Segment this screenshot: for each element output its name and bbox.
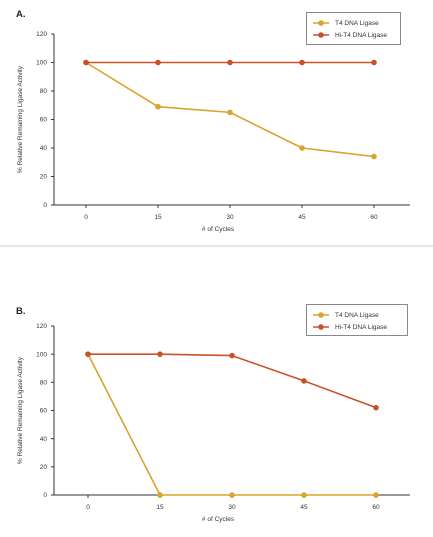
y-tick-label: 0 bbox=[43, 492, 47, 499]
data-point-t4-dna-ligase bbox=[373, 492, 379, 498]
y-axis-label: % Relative Remaining Ligase Activity bbox=[17, 356, 24, 464]
data-point-hi-t4-dna-ligase bbox=[299, 59, 305, 66]
data-point-hi-t4-dna-ligase bbox=[155, 59, 161, 66]
x-axis-label: # of Cycles bbox=[202, 516, 235, 523]
data-point-hi-t4-dna-ligase bbox=[229, 352, 235, 359]
data-point-hi-t4-dna-ligase bbox=[85, 351, 91, 357]
legend-label: Hi-T4 DNA Ligase bbox=[335, 323, 388, 331]
y-tick-label: 120 bbox=[36, 323, 47, 330]
y-tick-label: 0 bbox=[43, 202, 47, 209]
legend-marker-icon bbox=[313, 324, 329, 330]
legend-label: T4 DNA Ligase bbox=[335, 311, 379, 319]
y-tick-label: 80 bbox=[40, 380, 48, 387]
y-tick-label: 100 bbox=[36, 351, 47, 358]
y-tick-label: 20 bbox=[40, 174, 48, 181]
x-tick-label: 0 bbox=[84, 214, 88, 221]
x-tick-label: 30 bbox=[226, 214, 234, 221]
data-point-hi-t4-dna-ligase bbox=[301, 378, 307, 384]
y-tick-label: 60 bbox=[40, 117, 48, 124]
data-point-t4-dna-ligase bbox=[157, 492, 163, 498]
data-point-t4-dna-ligase bbox=[155, 103, 161, 110]
data-point-t4-dna-ligase bbox=[299, 145, 305, 151]
x-tick-label: 60 bbox=[372, 504, 380, 511]
line-chart: 0 20 40 60 80 100 120 0 15 30 45 60 # of Cycles % Rel… bbox=[17, 323, 410, 523]
y-tick-label: 100 bbox=[36, 60, 47, 67]
legend-item-hi-t4: Hi-T4 DNA Ligase bbox=[313, 29, 392, 41]
data-point-t4-dna-ligase bbox=[229, 492, 235, 498]
data-point-hi-t4-dna-ligase bbox=[373, 404, 379, 411]
panel-divider bbox=[0, 245, 433, 247]
y-tick-label: 40 bbox=[40, 145, 48, 152]
legend-marker-icon bbox=[313, 32, 329, 38]
data-point-t4-dna-ligase bbox=[227, 109, 233, 116]
chart-panel-a: A. 0 20 40 60 80 100 120 0 15 30 45 60 # of Cycles % … bbox=[0, 0, 433, 240]
x-tick-label: 15 bbox=[154, 214, 162, 221]
legend-marker-icon bbox=[313, 312, 329, 318]
y-tick-label: 80 bbox=[40, 88, 48, 95]
panel-label: A. bbox=[16, 9, 26, 20]
y-tick-label: 40 bbox=[40, 436, 48, 443]
series-line-t4-dna-ligase bbox=[87, 353, 376, 496]
x-axis-label: # of Cycles bbox=[202, 226, 235, 233]
y-tick-label: 20 bbox=[40, 464, 48, 471]
legend-label: Hi-T4 DNA Ligase bbox=[335, 31, 388, 39]
legend-item-t4: T4 DNA Ligase bbox=[313, 309, 399, 321]
series-line-hi-t4-dna-ligase bbox=[88, 353, 377, 409]
data-point-t4-dna-ligase bbox=[371, 153, 377, 160]
panel-label: B. bbox=[16, 306, 26, 317]
data-point-t4-dna-ligase bbox=[301, 492, 307, 498]
line-chart: 0 20 40 60 80 100 120 0 15 30 45 60 # of Cycles % Rel… bbox=[17, 31, 410, 233]
legend-label: T4 DNA Ligase bbox=[335, 19, 379, 27]
chart-legend: T4 DNA Ligase Hi-T4 DNA Ligase bbox=[306, 304, 408, 336]
x-tick-label: 15 bbox=[156, 504, 164, 511]
legend-marker-icon bbox=[313, 20, 329, 26]
chart-legend: T4 DNA Ligase Hi-T4 DNA Ligase bbox=[306, 12, 401, 45]
y-tick-label: 120 bbox=[36, 31, 47, 38]
y-tick-label: 60 bbox=[40, 408, 48, 415]
legend-item-t4: T4 DNA Ligase bbox=[313, 17, 392, 29]
series-line-t4-dna-ligase bbox=[85, 61, 375, 158]
x-tick-label: 30 bbox=[228, 504, 236, 511]
x-tick-label: 45 bbox=[300, 504, 308, 511]
data-point-hi-t4-dna-ligase bbox=[227, 59, 233, 66]
chart-panel-b: B. 0 20 40 60 80 100 120 0 15 30 45 60 # of Cycles % … bbox=[0, 297, 433, 537]
data-point-hi-t4-dna-ligase bbox=[371, 59, 377, 66]
x-tick-label: 60 bbox=[370, 214, 378, 221]
x-tick-label: 0 bbox=[86, 504, 90, 511]
data-point-hi-t4-dna-ligase bbox=[157, 351, 163, 357]
y-axis-label: % Relative Remaining Ligase Activity bbox=[17, 65, 24, 173]
x-tick-label: 45 bbox=[298, 214, 306, 221]
legend-item-hi-t4: Hi-T4 DNA Ligase bbox=[313, 321, 399, 333]
data-point-hi-t4-dna-ligase bbox=[83, 59, 89, 66]
